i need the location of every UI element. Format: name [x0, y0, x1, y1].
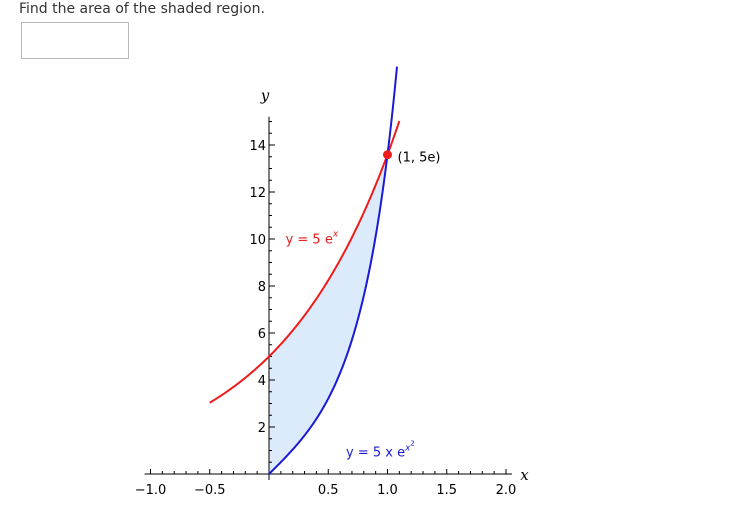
curve-label-5xex2: y = 5 x ex2 — [346, 439, 415, 460]
y-tick-label: 10 — [249, 233, 266, 248]
x-tick-label: 1.0 — [377, 483, 398, 498]
curve-label-5xex2-sup2: 2 — [410, 439, 414, 447]
x-tick-label: 1.5 — [436, 483, 457, 498]
curve-label-5ex-main: y = 5 e — [286, 233, 333, 248]
x-tick-label: −1.0 — [135, 483, 167, 498]
question-text: Find the area of the shaded region. — [19, 1, 265, 17]
y-tick-label: 14 — [249, 139, 266, 154]
y-tick-label: 2 — [258, 421, 266, 436]
x-axis-label: x — [520, 466, 529, 484]
x-tick-label: −0.5 — [194, 483, 226, 498]
y-tick-label: 4 — [258, 374, 266, 389]
curve-5ex — [209, 120, 401, 404]
answer-input[interactable] — [21, 22, 129, 59]
curve-label-5ex-sup: x — [332, 230, 339, 240]
curve-label-5xex2-main: y = 5 x e — [346, 445, 405, 460]
axes: −1.0 −0.5 0.5 1.0 1.5 2.0 2 4 6 8 10 12 14 — [135, 116, 517, 498]
y-tick-label: 12 — [249, 186, 266, 201]
intersection-label: (1, 5e) — [398, 151, 441, 166]
y-tick-label: 8 — [258, 280, 266, 295]
x-tick-label: 2.0 — [496, 483, 517, 498]
y-axis-label: y — [260, 86, 270, 104]
x-tick-label: 0.5 — [318, 483, 339, 498]
intersection-point — [383, 150, 392, 160]
curve-5xex2 — [268, 66, 398, 475]
y-tick-label: 6 — [258, 327, 266, 342]
curve-label-5ex: y = 5 ex — [286, 230, 339, 248]
shaded-region — [269, 154, 388, 474]
curve-label-5xex2-sup: x — [404, 443, 411, 453]
